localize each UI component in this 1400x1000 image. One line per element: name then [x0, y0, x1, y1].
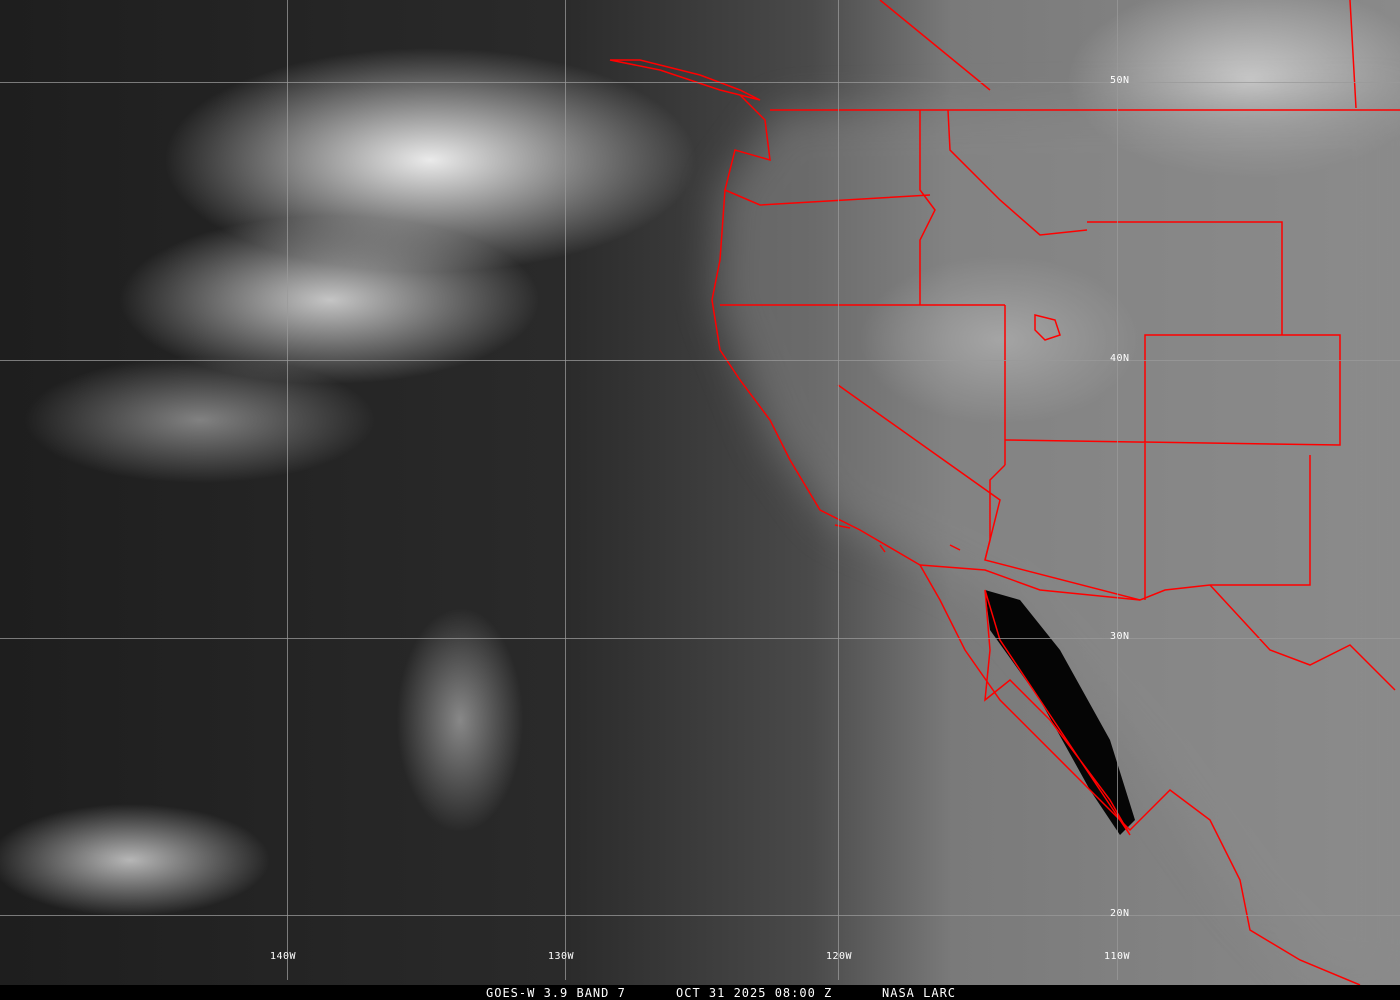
longitude-label: 140W	[270, 951, 297, 962]
longitude-line-130w	[565, 0, 566, 980]
latitude-label: 20N	[1110, 908, 1130, 919]
new-mexico	[1144, 445, 1311, 600]
caption-bar: GOES-W 3.9 BAND 7 OCT 31 2025 08:00 Z NA…	[0, 985, 1400, 1000]
wa-or-border	[724, 189, 931, 206]
latitude-label: 50N	[1110, 75, 1130, 86]
channel-islands	[834, 524, 961, 553]
utah-border	[1004, 334, 1341, 446]
arizona-border	[984, 464, 1211, 601]
latitude-line-30n	[0, 638, 1400, 639]
latitude-line-20n	[0, 915, 1400, 916]
idaho-border	[919, 110, 936, 305]
mexico-texas	[1209, 584, 1396, 691]
latitude-line-40n	[0, 360, 1400, 361]
us-mexico-border	[919, 564, 1141, 601]
source-label: NASA LARC	[882, 986, 957, 1000]
longitude-line-120w	[838, 0, 839, 980]
latitude-line-50n	[0, 82, 1400, 83]
longitude-label: 110W	[1104, 951, 1131, 962]
longitude-line-110w	[1117, 0, 1118, 980]
wyoming-border	[1087, 221, 1283, 335]
latitude-label: 30N	[1110, 631, 1130, 642]
west-coastline	[711, 94, 1361, 985]
longitude-label: 120W	[826, 951, 853, 962]
datetime-label: OCT 31 2025 08:00 Z	[676, 986, 833, 1000]
longitude-line-140w	[287, 0, 288, 980]
land-mass	[715, 100, 1400, 985]
longitude-label: 130W	[548, 951, 575, 962]
vancouver-island	[609, 59, 761, 101]
latitude-label: 40N	[1110, 353, 1130, 364]
canada-provinces	[879, 0, 1357, 109]
great-salt-lake	[1034, 314, 1061, 341]
satellite-band-label: GOES-W 3.9 BAND 7	[486, 986, 626, 1000]
baja-california	[984, 589, 1131, 836]
montana-idaho	[947, 109, 1088, 236]
gulf-of-california	[985, 590, 1135, 835]
